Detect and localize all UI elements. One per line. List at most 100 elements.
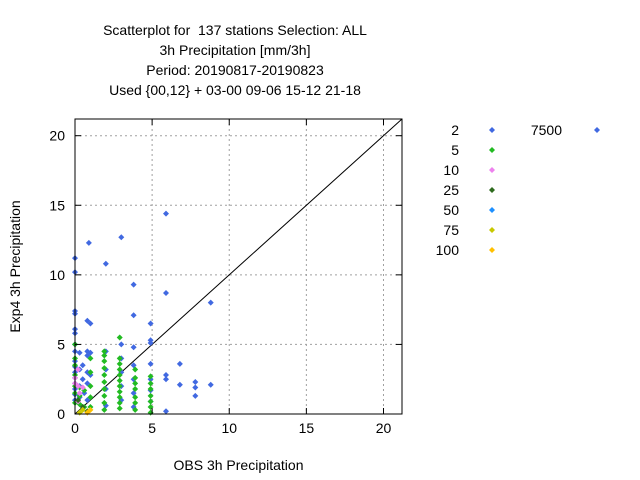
data-point-2 bbox=[207, 381, 214, 388]
legend-marker bbox=[489, 167, 495, 173]
data-point-5 bbox=[101, 378, 108, 385]
data-point-5 bbox=[101, 372, 108, 379]
y-tick-label: 15 bbox=[49, 197, 65, 213]
y-tick-label: 20 bbox=[49, 128, 65, 144]
data-point-5 bbox=[87, 394, 94, 401]
data-point-5 bbox=[147, 380, 154, 387]
data-point-5 bbox=[101, 406, 108, 413]
data-point-5 bbox=[116, 388, 123, 395]
data-point-2 bbox=[79, 362, 86, 369]
title-line-4: Used {00,12} + 03-00 09-06 15-12 21-18 bbox=[109, 82, 361, 98]
data-point-5 bbox=[147, 392, 154, 399]
data-point-5 bbox=[132, 380, 139, 387]
diagonal-line bbox=[74, 118, 403, 415]
legend-label: 100 bbox=[436, 242, 460, 258]
chart-title: Scatterplot for 137 stations Selection: … bbox=[0, 20, 470, 100]
data-point-10 bbox=[75, 366, 82, 373]
data-point-5 bbox=[101, 352, 108, 359]
legend-label: 50 bbox=[443, 202, 459, 218]
data-point-2 bbox=[102, 260, 109, 267]
data-point-2 bbox=[147, 320, 154, 327]
data-point-5 bbox=[147, 409, 154, 416]
data-point-5 bbox=[87, 355, 94, 362]
title-line-1: Scatterplot for 137 stations Selection: … bbox=[103, 22, 367, 38]
plot-frame bbox=[74, 118, 403, 415]
data-point-5 bbox=[132, 399, 139, 406]
data-point-2 bbox=[85, 239, 92, 246]
data-point-100 bbox=[87, 406, 94, 413]
legend-label: 5 bbox=[451, 142, 459, 158]
data-point-2 bbox=[176, 360, 183, 367]
data-point-5 bbox=[116, 334, 123, 341]
data-points bbox=[72, 210, 214, 416]
data-point-75 bbox=[79, 406, 86, 413]
data-point-2 bbox=[163, 289, 170, 296]
legend-marker bbox=[489, 127, 495, 133]
legend-label: 10 bbox=[443, 162, 459, 178]
legend-marker bbox=[594, 127, 600, 133]
title-line-3: Period: 20190817-20190823 bbox=[146, 62, 324, 78]
x-axis-ticks: 0 5 10 15 20 bbox=[71, 119, 391, 436]
data-point-5 bbox=[116, 360, 123, 367]
x-tick-label: 10 bbox=[221, 420, 237, 436]
legend-marker bbox=[489, 147, 495, 153]
y-tick-label: 5 bbox=[57, 336, 65, 352]
data-point-2 bbox=[163, 408, 170, 415]
y-tick-label: 10 bbox=[49, 267, 65, 283]
data-point-2 bbox=[192, 392, 199, 399]
data-point-2 bbox=[192, 378, 199, 385]
y-tick-label: 0 bbox=[57, 406, 65, 422]
legend-label: 25 bbox=[443, 182, 459, 198]
data-point-5 bbox=[116, 377, 123, 384]
title-line-2: 3h Precipitation [mm/3h] bbox=[159, 42, 311, 58]
data-point-5 bbox=[101, 385, 108, 392]
data-point-5 bbox=[116, 383, 123, 390]
x-axis-label: OBS 3h Precipitation bbox=[174, 457, 304, 473]
data-point-5 bbox=[116, 372, 123, 379]
data-point-2 bbox=[118, 341, 125, 348]
data-point-2 bbox=[147, 360, 154, 367]
data-point-25 bbox=[75, 397, 82, 404]
data-point-2 bbox=[87, 320, 94, 327]
legend-marker bbox=[489, 207, 495, 213]
data-point-2 bbox=[76, 349, 83, 356]
data-point-2 bbox=[118, 234, 125, 241]
legend-label: 7500 bbox=[531, 122, 562, 138]
data-point-2 bbox=[192, 384, 199, 391]
data-point-5 bbox=[87, 369, 94, 376]
y-axis-ticks: 0 5 10 15 20 bbox=[49, 128, 402, 422]
data-point-5 bbox=[132, 394, 139, 401]
data-point-5 bbox=[132, 366, 139, 373]
data-point-2 bbox=[207, 299, 214, 306]
data-point-5 bbox=[147, 373, 154, 380]
data-point-5 bbox=[147, 385, 154, 392]
data-point-10 bbox=[79, 384, 86, 391]
x-tick-label: 15 bbox=[299, 420, 315, 436]
data-point-2 bbox=[163, 376, 170, 383]
legend-marker bbox=[489, 187, 495, 193]
data-point-2 bbox=[130, 312, 137, 319]
data-point-5 bbox=[132, 385, 139, 392]
data-point-5 bbox=[101, 348, 108, 355]
y-axis-label: Exp4 3h Precipitation bbox=[7, 200, 23, 332]
x-tick-label: 0 bbox=[71, 420, 79, 436]
data-point-10 bbox=[75, 383, 82, 390]
data-point-5 bbox=[101, 358, 108, 365]
data-point-10 bbox=[76, 390, 83, 397]
data-point-2 bbox=[79, 376, 86, 383]
data-point-5 bbox=[132, 374, 139, 381]
data-point-5 bbox=[116, 394, 123, 401]
x-tick-label: 5 bbox=[148, 420, 156, 436]
data-point-5 bbox=[116, 355, 123, 362]
data-point-5 bbox=[147, 404, 154, 411]
data-point-5 bbox=[116, 405, 123, 412]
legend-label: 2 bbox=[451, 122, 459, 138]
data-point-5 bbox=[147, 398, 154, 405]
data-point-2 bbox=[130, 281, 137, 288]
legend-marker bbox=[489, 227, 495, 233]
data-point-5 bbox=[132, 406, 139, 413]
data-point-2 bbox=[163, 372, 170, 379]
data-point-2 bbox=[130, 344, 137, 351]
